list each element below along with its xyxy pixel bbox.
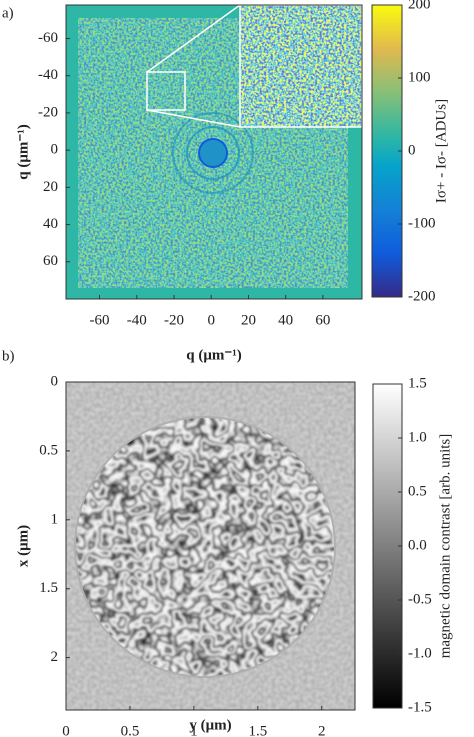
x-tick-label: 0.5 (121, 723, 140, 737)
domain-image (66, 382, 355, 710)
colorbar-tick-label: -1.5 (408, 699, 432, 715)
y-tick-label: 60 (43, 253, 58, 269)
x-axis-label: q (μm⁻¹) (186, 347, 242, 363)
x-tick-label: -40 (127, 312, 147, 328)
x-tick-label: 60 (315, 312, 330, 328)
y-tick-label: 0 (51, 373, 59, 389)
x-tick-label: 1.5 (248, 723, 267, 737)
x-tick-label: -60 (90, 312, 110, 328)
colorbar-tick-label: 200 (408, 0, 431, 12)
y-tick-label: 20 (43, 179, 58, 195)
y-tick-label: 40 (43, 216, 58, 232)
colorbar-label: Iσ+ - Iσ- [ADUs] (433, 99, 449, 203)
y-axis-label: x (μm) (15, 525, 31, 567)
y-tick-label: 1 (51, 511, 59, 527)
colorbar-tick-label: -0.5 (408, 591, 432, 607)
x-tick-label: 40 (278, 312, 293, 328)
colorbar (371, 4, 403, 298)
colorbar (372, 383, 403, 709)
colorbar-tick-label: 100 (408, 69, 431, 85)
colorbar-tick-label: 0 (408, 142, 416, 158)
colorbar-tick-label: 1.0 (408, 429, 427, 445)
colorbar-tick-label: 1.5 (408, 375, 427, 391)
colorbar-tick-label: -1.0 (408, 645, 432, 661)
y-tick-label: -20 (38, 104, 58, 120)
panel-label: b) (2, 348, 15, 364)
y-tick-label: 0.5 (39, 442, 58, 458)
colorbar-tick-label: 0.0 (408, 537, 427, 553)
x-axis-label: y (μm) (189, 717, 231, 733)
colorbar-label: magnetic domain contrast [arb. units] (437, 434, 453, 659)
panel-label: a) (2, 5, 14, 21)
y-tick-label: 2 (51, 649, 59, 665)
colorbar-tick-label: -100 (408, 215, 436, 231)
colorbar-tick-label: -200 (408, 288, 436, 304)
x-tick-label: 0 (62, 723, 70, 737)
colorbar-tick-label: 0.5 (408, 483, 427, 499)
x-tick-label: 1 (190, 723, 198, 737)
plot-frame (65, 4, 363, 300)
x-tick-label: 2 (318, 723, 326, 737)
y-tick-label: 0 (51, 142, 59, 158)
x-tick-label: 20 (241, 312, 256, 328)
plot-frame (65, 381, 356, 711)
x-tick-label: -20 (164, 312, 184, 328)
x-tick-label: 0 (207, 312, 215, 328)
diffraction-image (66, 5, 362, 299)
y-tick-label: -40 (38, 67, 58, 83)
y-axis-label: q (μm⁻¹) (15, 124, 31, 180)
y-tick-label: 1.5 (39, 580, 58, 596)
y-tick-label: -60 (38, 30, 58, 46)
